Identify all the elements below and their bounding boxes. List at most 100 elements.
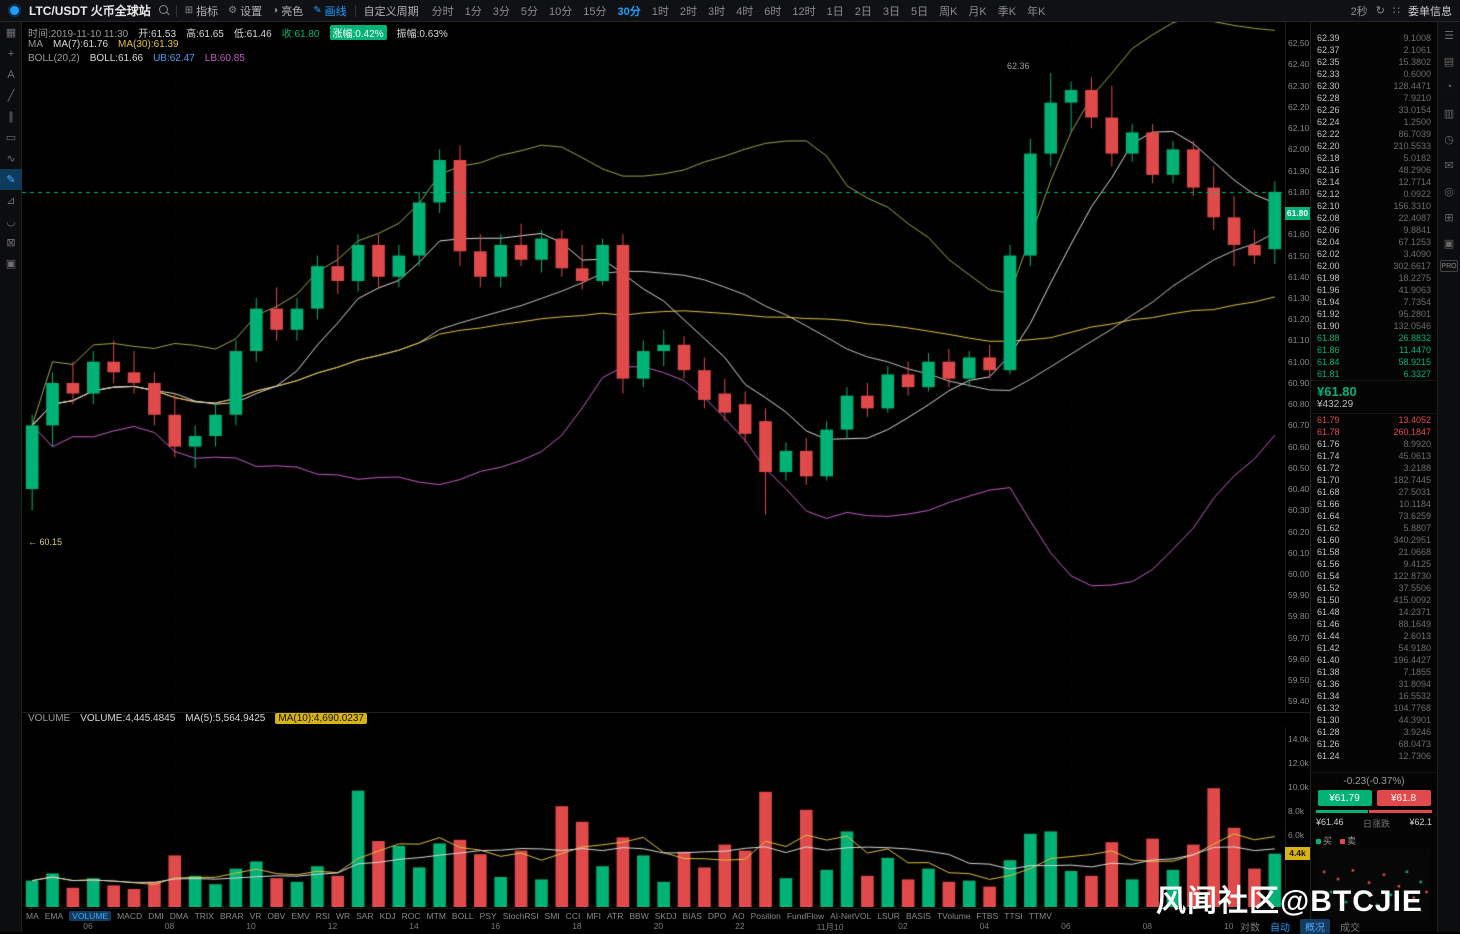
ask-row[interactable]: 61.94 7.7354: [1311, 296, 1437, 308]
ask-row[interactable]: 62.18 5.0182: [1311, 152, 1437, 164]
bid-row[interactable]: 61.48 14.2371: [1311, 606, 1437, 618]
indicator-tab-OBV[interactable]: OBV: [267, 910, 286, 921]
candlestick-chart[interactable]: [22, 22, 1285, 712]
interval-1时[interactable]: 1时: [651, 5, 669, 18]
ask-row[interactable]: 61.86 11.4470: [1311, 344, 1437, 356]
bid-row[interactable]: 61.24 12.7306: [1311, 750, 1437, 762]
interval-12时[interactable]: 12时: [792, 5, 816, 18]
ask-row[interactable]: 61.88 26.8832: [1311, 332, 1437, 344]
custom-period-button[interactable]: 自定义周期: [363, 5, 419, 18]
volume-axis[interactable]: 14.0k 12.0k 10.0k 8.0k 6.0k: [1285, 727, 1311, 907]
indicator-tab-KDJ[interactable]: KDJ: [379, 910, 396, 921]
bid-row[interactable]: 61.42 54.9180: [1311, 642, 1437, 654]
indicator-tab-BASIS[interactable]: BASIS: [905, 910, 931, 921]
ask-row[interactable]: 62.04 67.1253: [1311, 236, 1437, 248]
interval-5日[interactable]: 5日: [910, 5, 929, 18]
indicator-tab-TTMV[interactable]: TTMV: [1028, 910, 1052, 921]
indicator-tab-VR[interactable]: VR: [249, 910, 262, 921]
footer-tab-成交[interactable]: 成交: [1340, 923, 1360, 934]
interval-3日[interactable]: 3日: [882, 5, 900, 18]
indicator-tab-ROC[interactable]: ROC: [401, 910, 421, 921]
interval-6时[interactable]: 6时: [764, 5, 782, 18]
indicator-tab-SAR[interactable]: SAR: [356, 910, 374, 921]
layout-grid-icon[interactable]: ∷: [1393, 5, 1400, 17]
bid-row[interactable]: 61.34 16.5532: [1311, 690, 1437, 702]
ask-row[interactable]: 62.28 7.9210: [1311, 92, 1437, 104]
refresh-icon[interactable]: ↻: [1375, 5, 1385, 17]
footer-tab-自动[interactable]: 自动: [1270, 923, 1290, 934]
rectangle-icon[interactable]: ▭: [5, 132, 17, 144]
footer-tab-概况[interactable]: 概况: [1300, 919, 1330, 934]
interval-4时[interactable]: 4时: [736, 5, 754, 18]
indicator-tab-MA[interactable]: MA: [26, 910, 39, 921]
bid-row[interactable]: 61.50 415.0092: [1311, 594, 1437, 606]
interval-2时[interactable]: 2时: [679, 5, 697, 18]
indicator-tab-ATR[interactable]: ATR: [607, 910, 624, 921]
bid-row[interactable]: 61.30 44.3901: [1311, 714, 1437, 726]
buy-price-button[interactable]: ¥61.79: [1317, 790, 1372, 806]
indicator-tab-MACD[interactable]: MACD: [117, 910, 143, 921]
boll-info-row[interactable]: BOLL(20,2) BOLL:61.66 UB:62.47 LB:60.85: [28, 53, 245, 64]
light-theme-button[interactable]: ◑ 亮色: [272, 3, 303, 19]
indicator-tab-RSI[interactable]: RSI: [315, 910, 330, 921]
ask-row[interactable]: 61.92 95.2801: [1311, 308, 1437, 320]
calendar-icon[interactable]: ▤: [1443, 55, 1455, 68]
indicator-tab-FundFlow[interactable]: FundFlow: [786, 910, 825, 921]
bid-row[interactable]: 61.56 9.4125: [1311, 558, 1437, 570]
search-icon[interactable]: [158, 4, 168, 17]
interval-1日[interactable]: 1日: [826, 5, 844, 18]
ask-row[interactable]: 62.24 1.2500: [1311, 116, 1437, 128]
bid-row[interactable]: 61.36 31.8094: [1311, 678, 1437, 690]
bid-row[interactable]: 61.78 260.1847: [1311, 426, 1437, 438]
ask-row[interactable]: 62.26 33.0154: [1311, 104, 1437, 116]
text-icon[interactable]: A: [7, 68, 15, 81]
bid-row[interactable]: 61.54 122.8730: [1311, 570, 1437, 582]
sell-price-button[interactable]: ¥61.8: [1376, 790, 1431, 806]
ask-row[interactable]: 62.16 48.2906: [1311, 164, 1437, 176]
indicator-tab-Position[interactable]: Position: [750, 910, 781, 921]
angle-icon[interactable]: ⊿: [6, 195, 16, 207]
clock-icon[interactable]: ◷: [1444, 133, 1454, 146]
indicator-tab-MFI[interactable]: MFI: [586, 910, 601, 921]
ask-row[interactable]: 62.02 3.4090: [1311, 248, 1437, 260]
ask-row[interactable]: 62.35 15.3802: [1311, 56, 1437, 68]
window-icon[interactable]: ▣: [1443, 237, 1455, 250]
indicator-tab-TVolume[interactable]: TVolume: [936, 910, 971, 921]
indicator-tab-DPO[interactable]: DPO: [707, 910, 727, 921]
indicator-tab-TRIX[interactable]: TRIX: [194, 910, 214, 921]
ask-row[interactable]: 62.30 128.4471: [1311, 80, 1437, 92]
refresh-interval-label[interactable]: 2秒: [1350, 5, 1368, 18]
trendline-icon[interactable]: ╱: [7, 90, 15, 102]
ask-row[interactable]: 61.90 132.0546: [1311, 320, 1437, 332]
interval-季K[interactable]: 季K: [997, 5, 1017, 18]
bid-row[interactable]: 61.62 5.8807: [1311, 522, 1437, 534]
settings-button[interactable]: ⚙ 设置: [228, 3, 262, 19]
bid-row[interactable]: 61.52 37.5506: [1311, 582, 1437, 594]
indicator-tab-VOLUME[interactable]: VOLUME: [69, 910, 112, 921]
indicator-tab-WR[interactable]: WR: [335, 910, 351, 921]
bid-row[interactable]: 61.72 3.2188: [1311, 462, 1437, 474]
ask-row[interactable]: 62.37 2.1061: [1311, 44, 1437, 56]
interval-1分[interactable]: 1分: [464, 5, 482, 18]
interval-10分[interactable]: 10分: [548, 5, 573, 18]
indicator-tab-TTSI[interactable]: TTSI: [1004, 910, 1023, 921]
ask-row[interactable]: 62.08 22.4087: [1311, 212, 1437, 224]
interval-5分[interactable]: 5分: [520, 5, 538, 18]
ask-row[interactable]: 62.14 12.7714: [1311, 176, 1437, 188]
ask-row[interactable]: 62.06 9.8841: [1311, 224, 1437, 236]
volume-info-row[interactable]: VOLUME VOLUME:4,445.4845 MA(5):5,564.9425 M…: [28, 713, 367, 724]
bid-row[interactable]: 61.32 104.7768: [1311, 702, 1437, 714]
target-icon[interactable]: ◎: [1444, 185, 1454, 198]
grid-icon[interactable]: ⊞: [1444, 211, 1454, 224]
ask-row[interactable]: 62.39 9.1008: [1311, 32, 1437, 44]
eraser-icon[interactable]: ⊠: [6, 237, 16, 249]
bid-row[interactable]: 61.68 27.5031: [1311, 486, 1437, 498]
indicator-tab-LSUR[interactable]: LSUR: [877, 910, 900, 921]
bid-row[interactable]: 61.28 3.9246: [1311, 726, 1437, 738]
interval-分时[interactable]: 分时: [431, 5, 454, 18]
bid-row[interactable]: 61.26 68.0473: [1311, 738, 1437, 750]
indicator-tab-BOLL[interactable]: BOLL: [451, 910, 474, 921]
bid-row[interactable]: 61.44 2.6013: [1311, 630, 1437, 642]
indicator-tab-AI-NetVOL[interactable]: AI-NetVOL: [830, 910, 872, 921]
pane-divider[interactable]: [22, 712, 1310, 713]
